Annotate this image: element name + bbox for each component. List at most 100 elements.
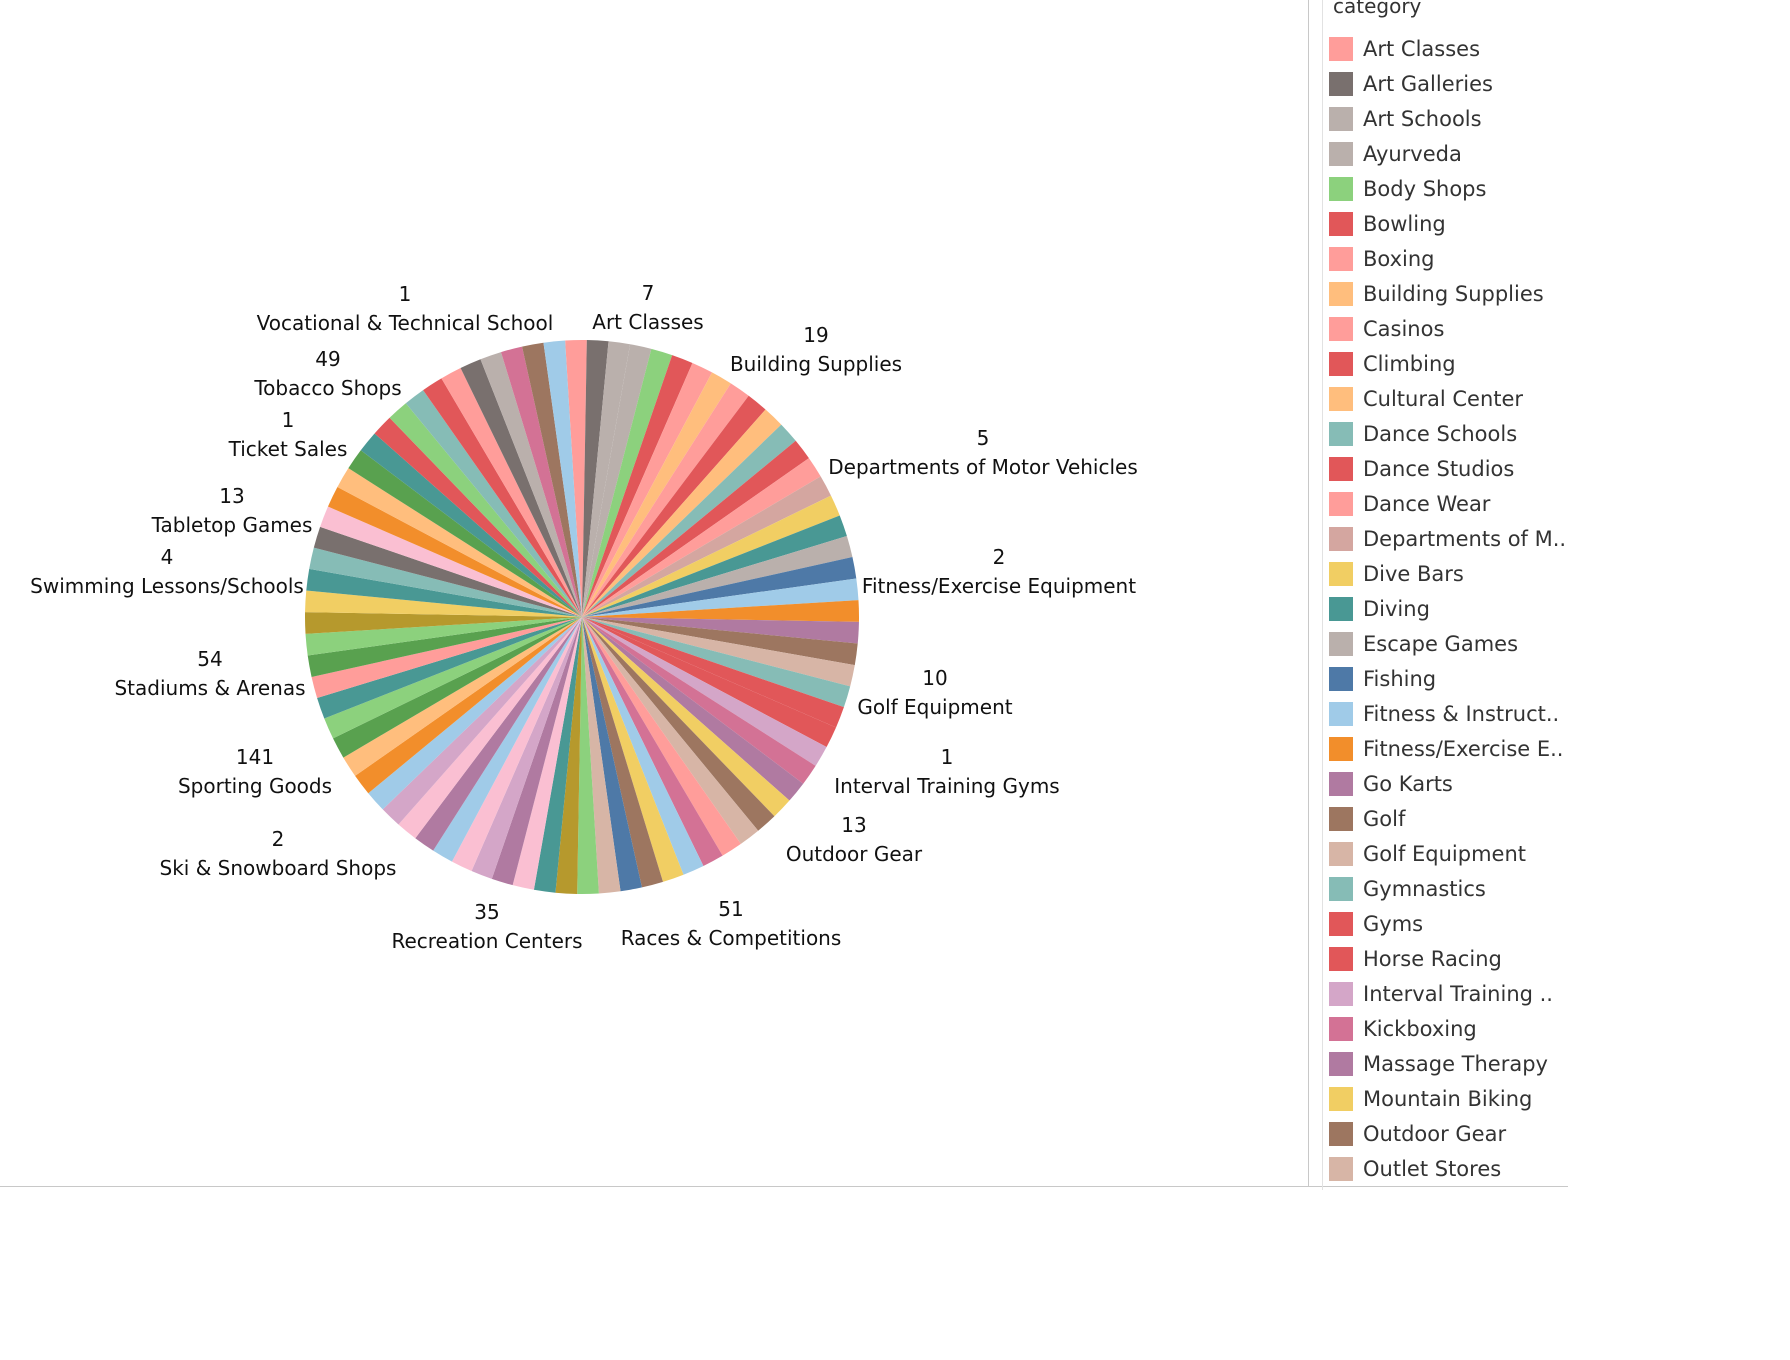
- legend-item[interactable]: Outlet Stores: [1329, 1154, 1569, 1184]
- pie-slice[interactable]: [307, 617, 582, 677]
- pie-slice[interactable]: [522, 342, 582, 617]
- pie-slice[interactable]: [324, 617, 582, 739]
- pie-slice[interactable]: [343, 617, 582, 776]
- legend-item[interactable]: Art Schools: [1329, 104, 1569, 134]
- pie-slice[interactable]: [582, 578, 859, 617]
- pie-slice[interactable]: [398, 617, 582, 839]
- pie-slice[interactable]: [582, 617, 759, 844]
- pie-slice[interactable]: [582, 617, 827, 766]
- pie-slice[interactable]: [582, 617, 621, 894]
- pie-slice[interactable]: [327, 486, 582, 617]
- pie-slice[interactable]: [582, 617, 684, 882]
- legend-item[interactable]: Casinos: [1329, 314, 1569, 344]
- pie-slice[interactable]: [582, 617, 704, 875]
- legend-item[interactable]: Mountain Biking: [1329, 1084, 1569, 1114]
- pie-slice[interactable]: [582, 617, 790, 817]
- pie-slice[interactable]: [582, 617, 775, 831]
- pie-slice[interactable]: [582, 617, 851, 708]
- legend-item[interactable]: Dance Wear: [1329, 489, 1569, 519]
- pie-slice[interactable]: [582, 495, 840, 617]
- pie-slice[interactable]: [582, 617, 858, 666]
- pie-slice[interactable]: [582, 617, 844, 728]
- pie-slice[interactable]: [382, 617, 582, 825]
- legend-item[interactable]: Gymnastics: [1329, 874, 1569, 904]
- legend-item[interactable]: Boxing: [1329, 244, 1569, 274]
- pie-slice[interactable]: [582, 344, 652, 617]
- legend-item[interactable]: Art Galleries: [1329, 69, 1569, 99]
- legend-item[interactable]: Outdoor Gear: [1329, 1119, 1569, 1149]
- pie-slice[interactable]: [582, 600, 860, 622]
- pie-slice[interactable]: [441, 368, 582, 617]
- pie-slice[interactable]: [311, 617, 582, 698]
- pie-slice[interactable]: [405, 390, 582, 617]
- legend-item[interactable]: Horse Racing: [1329, 944, 1569, 974]
- legend-item[interactable]: Escape Games: [1329, 629, 1569, 659]
- pie-slice[interactable]: [582, 395, 766, 617]
- pie-slice[interactable]: [305, 590, 582, 617]
- pie-slice[interactable]: [389, 403, 582, 617]
- pie-slice[interactable]: [368, 617, 582, 810]
- pie-slice[interactable]: [565, 339, 587, 617]
- legend-item[interactable]: Ayurveda: [1329, 139, 1569, 169]
- pie-slice[interactable]: [582, 617, 816, 784]
- legend-item[interactable]: Dance Schools: [1329, 419, 1569, 449]
- pie-slice[interactable]: [582, 340, 609, 617]
- legend-item[interactable]: Diving: [1329, 594, 1569, 624]
- pie-slice[interactable]: [374, 417, 582, 617]
- pie-slice[interactable]: [451, 617, 582, 872]
- legend-item[interactable]: Dive Bars: [1329, 559, 1569, 589]
- legend-item[interactable]: Fitness & Instruct..: [1329, 699, 1569, 729]
- pie-slice[interactable]: [582, 536, 853, 617]
- pie-slice[interactable]: [460, 359, 582, 617]
- pie-slice[interactable]: [305, 617, 582, 656]
- pie-slice[interactable]: [582, 617, 837, 748]
- pie-slice[interactable]: [304, 612, 582, 634]
- pie-slice[interactable]: [555, 617, 582, 894]
- pie-slice[interactable]: [582, 617, 859, 644]
- legend-item[interactable]: Art Classes: [1329, 34, 1569, 64]
- pie-slice[interactable]: [433, 617, 582, 862]
- pie-slice[interactable]: [480, 352, 582, 617]
- pie-slice[interactable]: [360, 433, 582, 617]
- legend-item[interactable]: Cultural Center: [1329, 384, 1569, 414]
- pie-slice[interactable]: [582, 617, 741, 856]
- pie-slice[interactable]: [512, 617, 582, 890]
- pie-slice[interactable]: [415, 617, 582, 851]
- pie-slice[interactable]: [313, 526, 582, 617]
- pie-slice[interactable]: [582, 617, 642, 892]
- pie-slice[interactable]: [501, 346, 582, 617]
- legend-item[interactable]: Bowling: [1329, 209, 1569, 239]
- pie-slice[interactable]: [582, 476, 831, 617]
- pie-slice[interactable]: [306, 568, 582, 617]
- pie-slice[interactable]: [582, 440, 809, 617]
- legend-item[interactable]: Gyms: [1329, 909, 1569, 939]
- legend-item[interactable]: Golf Equipment: [1329, 839, 1569, 869]
- legend-item[interactable]: Fishing: [1329, 664, 1569, 694]
- legend-item[interactable]: Kickboxing: [1329, 1014, 1569, 1044]
- legend-item[interactable]: Interval Training ..: [1329, 979, 1569, 1009]
- pie-slice[interactable]: [317, 617, 582, 719]
- pie-slice[interactable]: [582, 372, 731, 617]
- pie-slice[interactable]: [582, 617, 804, 801]
- pie-slice[interactable]: [582, 617, 723, 866]
- legend-item[interactable]: Go Karts: [1329, 769, 1569, 799]
- legend-item[interactable]: Climbing: [1329, 349, 1569, 379]
- pie-slice[interactable]: [582, 557, 857, 617]
- pie-slice[interactable]: [533, 617, 582, 893]
- legend-item[interactable]: Fitness/Exercise E..: [1329, 734, 1569, 764]
- pie-slice[interactable]: [491, 617, 582, 886]
- legend-item[interactable]: Body Shops: [1329, 174, 1569, 204]
- pie-slice[interactable]: [309, 547, 582, 617]
- legend-item[interactable]: Building Supplies: [1329, 279, 1569, 309]
- pie-slice[interactable]: [355, 617, 582, 794]
- legend-item[interactable]: Dance Studios: [1329, 454, 1569, 484]
- pie-slice[interactable]: [582, 424, 796, 617]
- pie-slice[interactable]: [582, 515, 847, 617]
- pie-slice[interactable]: [582, 617, 855, 687]
- pie-slice[interactable]: [582, 409, 782, 617]
- legend-item[interactable]: Golf: [1329, 804, 1569, 834]
- pie-slice[interactable]: [582, 617, 663, 888]
- legend-item[interactable]: Departments of M..: [1329, 524, 1569, 554]
- pie-slice[interactable]: [582, 383, 749, 617]
- pie-slice[interactable]: [582, 348, 673, 617]
